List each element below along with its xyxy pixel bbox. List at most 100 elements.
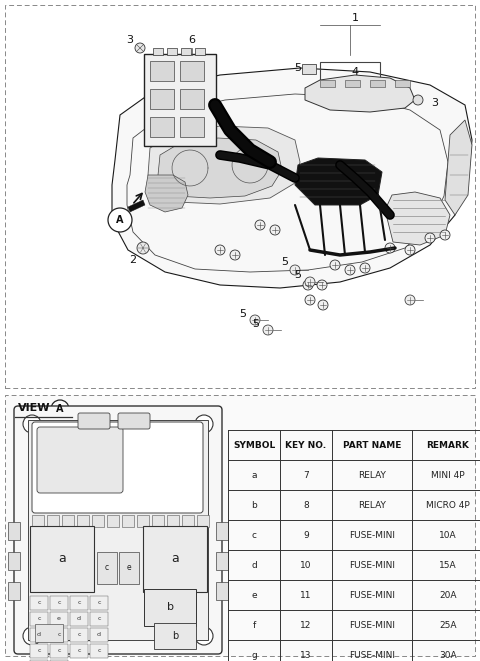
Bar [50,612,68,626]
Bar [70,628,88,642]
Text: c: c [105,563,109,572]
Polygon shape [445,120,472,215]
Text: 10A: 10A [439,531,457,539]
Polygon shape [395,80,410,87]
Text: 5: 5 [295,270,301,280]
Bar [195,48,205,55]
Text: e: e [127,563,132,572]
Text: A: A [116,215,124,225]
FancyBboxPatch shape [28,420,208,640]
Bar [77,515,89,527]
Circle shape [305,277,315,287]
Text: a: a [171,553,179,566]
Polygon shape [112,68,472,288]
FancyBboxPatch shape [32,422,203,513]
Bar [62,515,74,527]
Bar [302,64,316,74]
Polygon shape [385,192,450,245]
Bar [182,515,194,527]
Text: e: e [57,617,61,621]
FancyBboxPatch shape [30,526,94,592]
Circle shape [318,300,328,310]
Bar [50,644,68,658]
Text: c: c [57,600,61,605]
Bar [50,628,68,642]
Text: 7: 7 [303,471,309,479]
FancyBboxPatch shape [144,589,196,626]
Bar [30,644,48,658]
Text: c: c [77,633,81,637]
Text: PART NAME: PART NAME [343,440,401,449]
Bar [30,612,48,626]
Text: 5: 5 [295,63,301,73]
Text: 2: 2 [130,255,137,265]
Bar [92,515,104,527]
Text: a: a [58,553,66,566]
Bar [137,515,149,527]
Circle shape [305,295,315,305]
FancyBboxPatch shape [144,54,216,146]
Circle shape [290,265,300,275]
FancyBboxPatch shape [118,413,150,429]
Text: 3: 3 [127,35,133,45]
Text: A: A [56,404,64,414]
Text: FUSE-MINI: FUSE-MINI [349,561,395,570]
Text: c: c [37,600,41,605]
Text: 20A: 20A [439,590,457,600]
Polygon shape [295,158,382,205]
Text: 5: 5 [252,319,260,329]
Polygon shape [128,200,145,212]
Text: RELAY: RELAY [358,471,386,479]
Text: d: d [97,633,101,637]
Circle shape [250,315,260,325]
Bar [90,596,108,610]
Bar [30,628,48,642]
FancyBboxPatch shape [143,526,207,592]
Circle shape [195,627,213,645]
Bar [216,522,228,540]
Bar [70,596,88,610]
Bar [90,628,108,642]
Circle shape [263,325,273,335]
Text: 30A: 30A [439,650,457,660]
Text: 25A: 25A [439,621,457,629]
Text: SYMBOL: SYMBOL [233,440,275,449]
Circle shape [385,243,395,253]
Text: FUSE-MINI: FUSE-MINI [349,531,395,539]
Text: 11: 11 [300,590,312,600]
Text: 10: 10 [300,561,312,570]
Text: b: b [167,602,173,612]
Bar [5,395,475,656]
Circle shape [23,627,41,645]
Text: c: c [77,600,81,605]
Circle shape [425,233,435,243]
Text: 9: 9 [303,531,309,539]
Bar [152,515,164,527]
Circle shape [317,280,327,290]
Bar [216,582,228,600]
Bar [150,61,174,81]
Circle shape [270,225,280,235]
Circle shape [413,95,423,105]
Text: REMARK: REMARK [427,440,469,449]
Bar [107,515,119,527]
Text: f: f [252,621,256,629]
Circle shape [360,263,370,273]
Text: d: d [37,633,41,637]
Text: 15A: 15A [439,561,457,570]
Text: 13: 13 [300,650,312,660]
Circle shape [255,220,265,230]
Text: c: c [57,633,61,637]
Bar [47,515,59,527]
Bar [150,117,174,137]
Bar [122,515,134,527]
Polygon shape [148,126,300,204]
Text: c: c [57,648,61,654]
Polygon shape [305,75,415,112]
Text: 4: 4 [351,67,359,77]
Bar [50,660,68,661]
Text: 12: 12 [300,621,312,629]
FancyBboxPatch shape [78,413,110,429]
Bar [216,552,228,570]
Text: MICRO 4P: MICRO 4P [426,500,470,510]
